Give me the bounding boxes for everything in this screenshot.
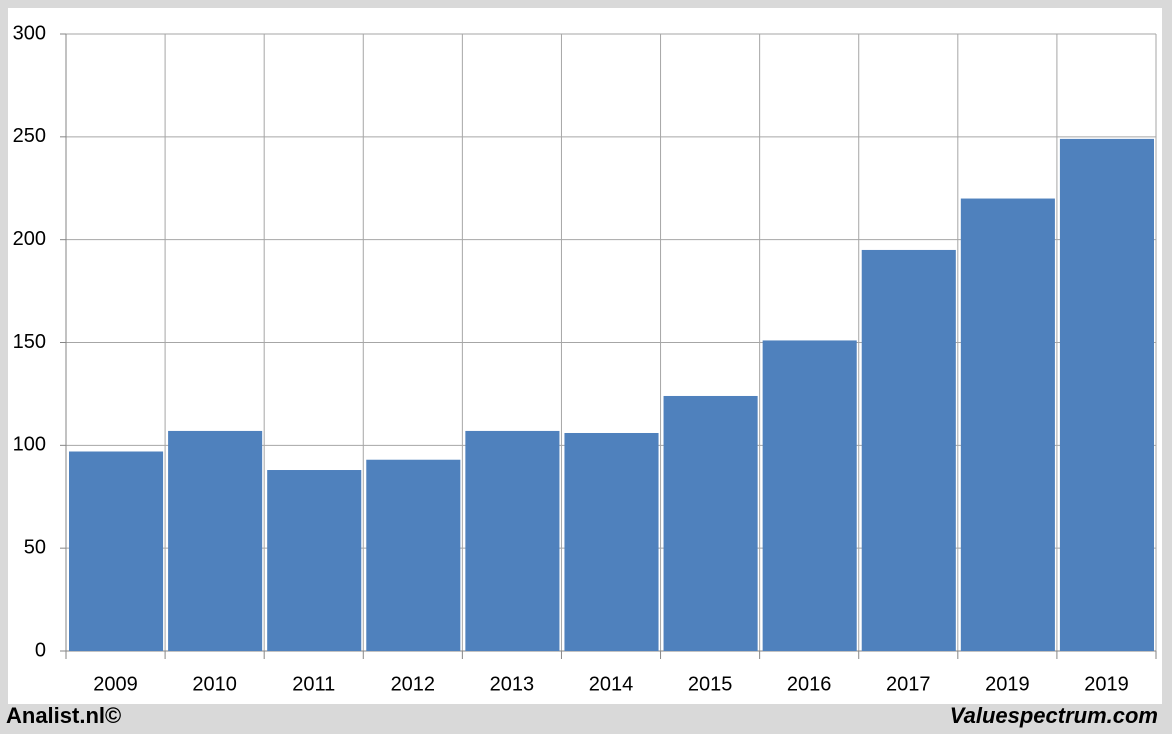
y-tick-label: 250 bbox=[13, 125, 46, 147]
y-tick-label: 150 bbox=[13, 331, 46, 353]
bar bbox=[366, 459, 461, 651]
bar bbox=[267, 470, 362, 651]
bar bbox=[762, 340, 857, 651]
y-tick-label: 0 bbox=[35, 639, 46, 661]
x-tick-label: 2010 bbox=[192, 673, 237, 695]
x-tick-label: 2017 bbox=[886, 673, 931, 695]
x-tick-label: 2012 bbox=[391, 673, 436, 695]
x-tick-label: 2009 bbox=[93, 673, 138, 695]
x-tick-label: 2011 bbox=[292, 673, 335, 695]
y-tick-label: 50 bbox=[24, 536, 46, 558]
y-tick-label: 100 bbox=[13, 434, 46, 456]
bar bbox=[168, 430, 263, 651]
y-tick-label: 300 bbox=[13, 22, 46, 44]
footer-right: Valuespectrum.com bbox=[950, 703, 1158, 728]
bar bbox=[69, 451, 164, 651]
bar bbox=[1059, 138, 1154, 651]
x-tick-label: 2013 bbox=[490, 673, 535, 695]
x-tick-label: 2019 bbox=[985, 673, 1030, 695]
bar bbox=[465, 430, 560, 651]
y-tick-label: 200 bbox=[13, 228, 46, 250]
x-tick-label: 2019 bbox=[1084, 673, 1129, 695]
x-tick-label: 2014 bbox=[589, 673, 634, 695]
x-tick-label: 2016 bbox=[787, 673, 832, 695]
bar bbox=[564, 432, 659, 651]
bar bbox=[663, 395, 758, 651]
footer-left: Analist.nl© bbox=[6, 703, 121, 728]
bar bbox=[861, 249, 956, 651]
x-tick-label: 2015 bbox=[688, 673, 733, 695]
bar bbox=[960, 198, 1055, 652]
